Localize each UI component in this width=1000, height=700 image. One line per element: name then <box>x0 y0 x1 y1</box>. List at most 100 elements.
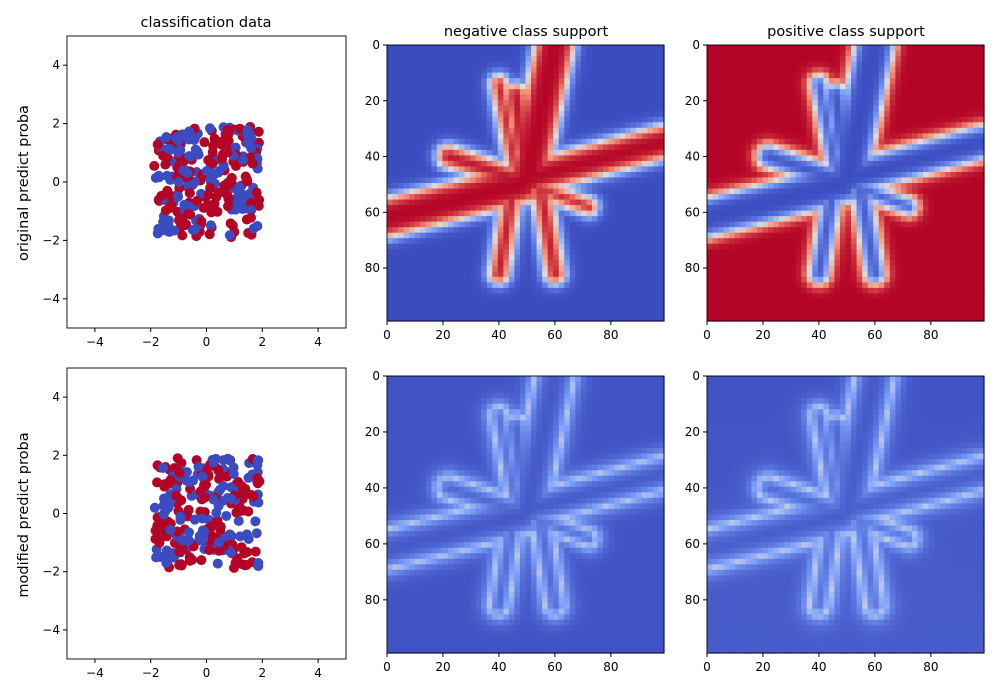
heat-cell <box>851 265 858 272</box>
heat-cell <box>436 111 443 118</box>
heat-cell <box>636 293 643 300</box>
heat-cell <box>734 276 741 283</box>
heat-cell <box>862 254 869 261</box>
heat-cell <box>464 194 471 201</box>
heat-cell <box>586 254 593 261</box>
scatter-point <box>179 200 190 211</box>
heat-cell <box>525 78 532 85</box>
heat-cell <box>729 116 736 123</box>
heat-cell <box>481 105 488 112</box>
heat-cell <box>514 260 521 267</box>
heat-cell <box>447 127 455 134</box>
heat-cell <box>762 232 769 239</box>
heat-cell <box>889 221 896 228</box>
heat-cell <box>464 171 471 179</box>
heat-cell <box>795 210 802 217</box>
heat-cell <box>923 194 930 201</box>
heat-cell <box>867 249 874 256</box>
heat-cell <box>734 45 741 52</box>
heat-cell <box>839 155 847 162</box>
heat-cell <box>447 56 455 63</box>
heat-cell <box>917 199 924 206</box>
heat-cell <box>900 216 908 223</box>
heat-cell <box>619 149 626 156</box>
heat-cell <box>795 177 802 184</box>
heat-cell <box>519 133 527 140</box>
heat-cell <box>492 315 499 322</box>
heat-cell <box>614 260 621 267</box>
heat-cell <box>923 227 930 234</box>
heat-cell <box>967 271 974 278</box>
heat-cell <box>409 205 416 212</box>
heat-cell <box>856 56 863 63</box>
heat-cell <box>950 227 957 234</box>
heat-cell <box>403 249 410 256</box>
heat-cell <box>851 83 858 90</box>
heat-cell <box>845 276 852 283</box>
heat-cell <box>972 260 980 267</box>
heat-cell <box>884 221 891 228</box>
heat-cell <box>542 72 549 79</box>
heat-cell <box>636 72 643 79</box>
heat-cell <box>784 271 791 278</box>
heat-cell <box>834 188 841 195</box>
heat-cell <box>425 133 432 140</box>
heat-cell <box>906 254 913 261</box>
heat-cell <box>459 144 466 151</box>
heat-cell <box>514 227 521 234</box>
heat-cell <box>817 243 824 250</box>
scatter-point <box>173 177 184 188</box>
heat-cell <box>525 287 532 294</box>
heat-cell <box>525 94 532 101</box>
heat-cell <box>575 94 582 101</box>
heat-cell <box>756 72 763 79</box>
heat-cell <box>614 282 621 289</box>
heat-cell <box>447 188 455 195</box>
heat-cell <box>851 205 858 212</box>
heat-cell <box>547 61 554 68</box>
scatter-point <box>189 224 200 235</box>
heat-cell <box>481 127 488 134</box>
heat-cell <box>762 56 769 63</box>
scatter-point <box>246 212 257 223</box>
heat-cell <box>403 56 410 63</box>
heat-cell <box>475 293 482 300</box>
heat-cell <box>481 216 488 223</box>
heat-cell <box>447 254 455 261</box>
heat-cell <box>475 282 482 289</box>
heat-cell <box>845 61 852 68</box>
heat-cell <box>873 149 880 156</box>
heat-cell <box>718 254 725 261</box>
heat-cell <box>447 194 455 201</box>
heat-cell <box>658 166 665 173</box>
heat-cell <box>531 83 538 90</box>
heat-cell <box>939 122 946 129</box>
heat-cell <box>459 89 466 96</box>
heat-cell <box>580 254 588 261</box>
heat-cell <box>636 138 643 145</box>
heat-cell <box>625 61 632 68</box>
heat-cell <box>470 171 477 179</box>
scatter-point <box>182 168 193 179</box>
heat-cell <box>923 260 930 267</box>
heat-cell <box>447 216 455 223</box>
heat-cell <box>790 155 797 162</box>
heat-cell <box>508 293 516 300</box>
heat-cell <box>812 45 819 52</box>
heat-cell <box>625 315 632 322</box>
heat-cell <box>641 238 648 245</box>
heat-cell <box>745 155 752 162</box>
heat-cell <box>608 61 615 68</box>
heat-cell <box>625 276 632 283</box>
heat-cell <box>447 293 455 300</box>
heat-cell <box>503 254 510 261</box>
heat-cell <box>972 50 980 57</box>
heat-cell <box>614 111 621 118</box>
heat-cell <box>658 282 665 289</box>
heat-cell <box>972 155 980 162</box>
heat-cell <box>619 111 626 118</box>
heat-cell <box>420 105 427 112</box>
heat-cell <box>558 155 565 162</box>
heat-cell <box>531 56 538 63</box>
heat-cell <box>514 45 521 52</box>
